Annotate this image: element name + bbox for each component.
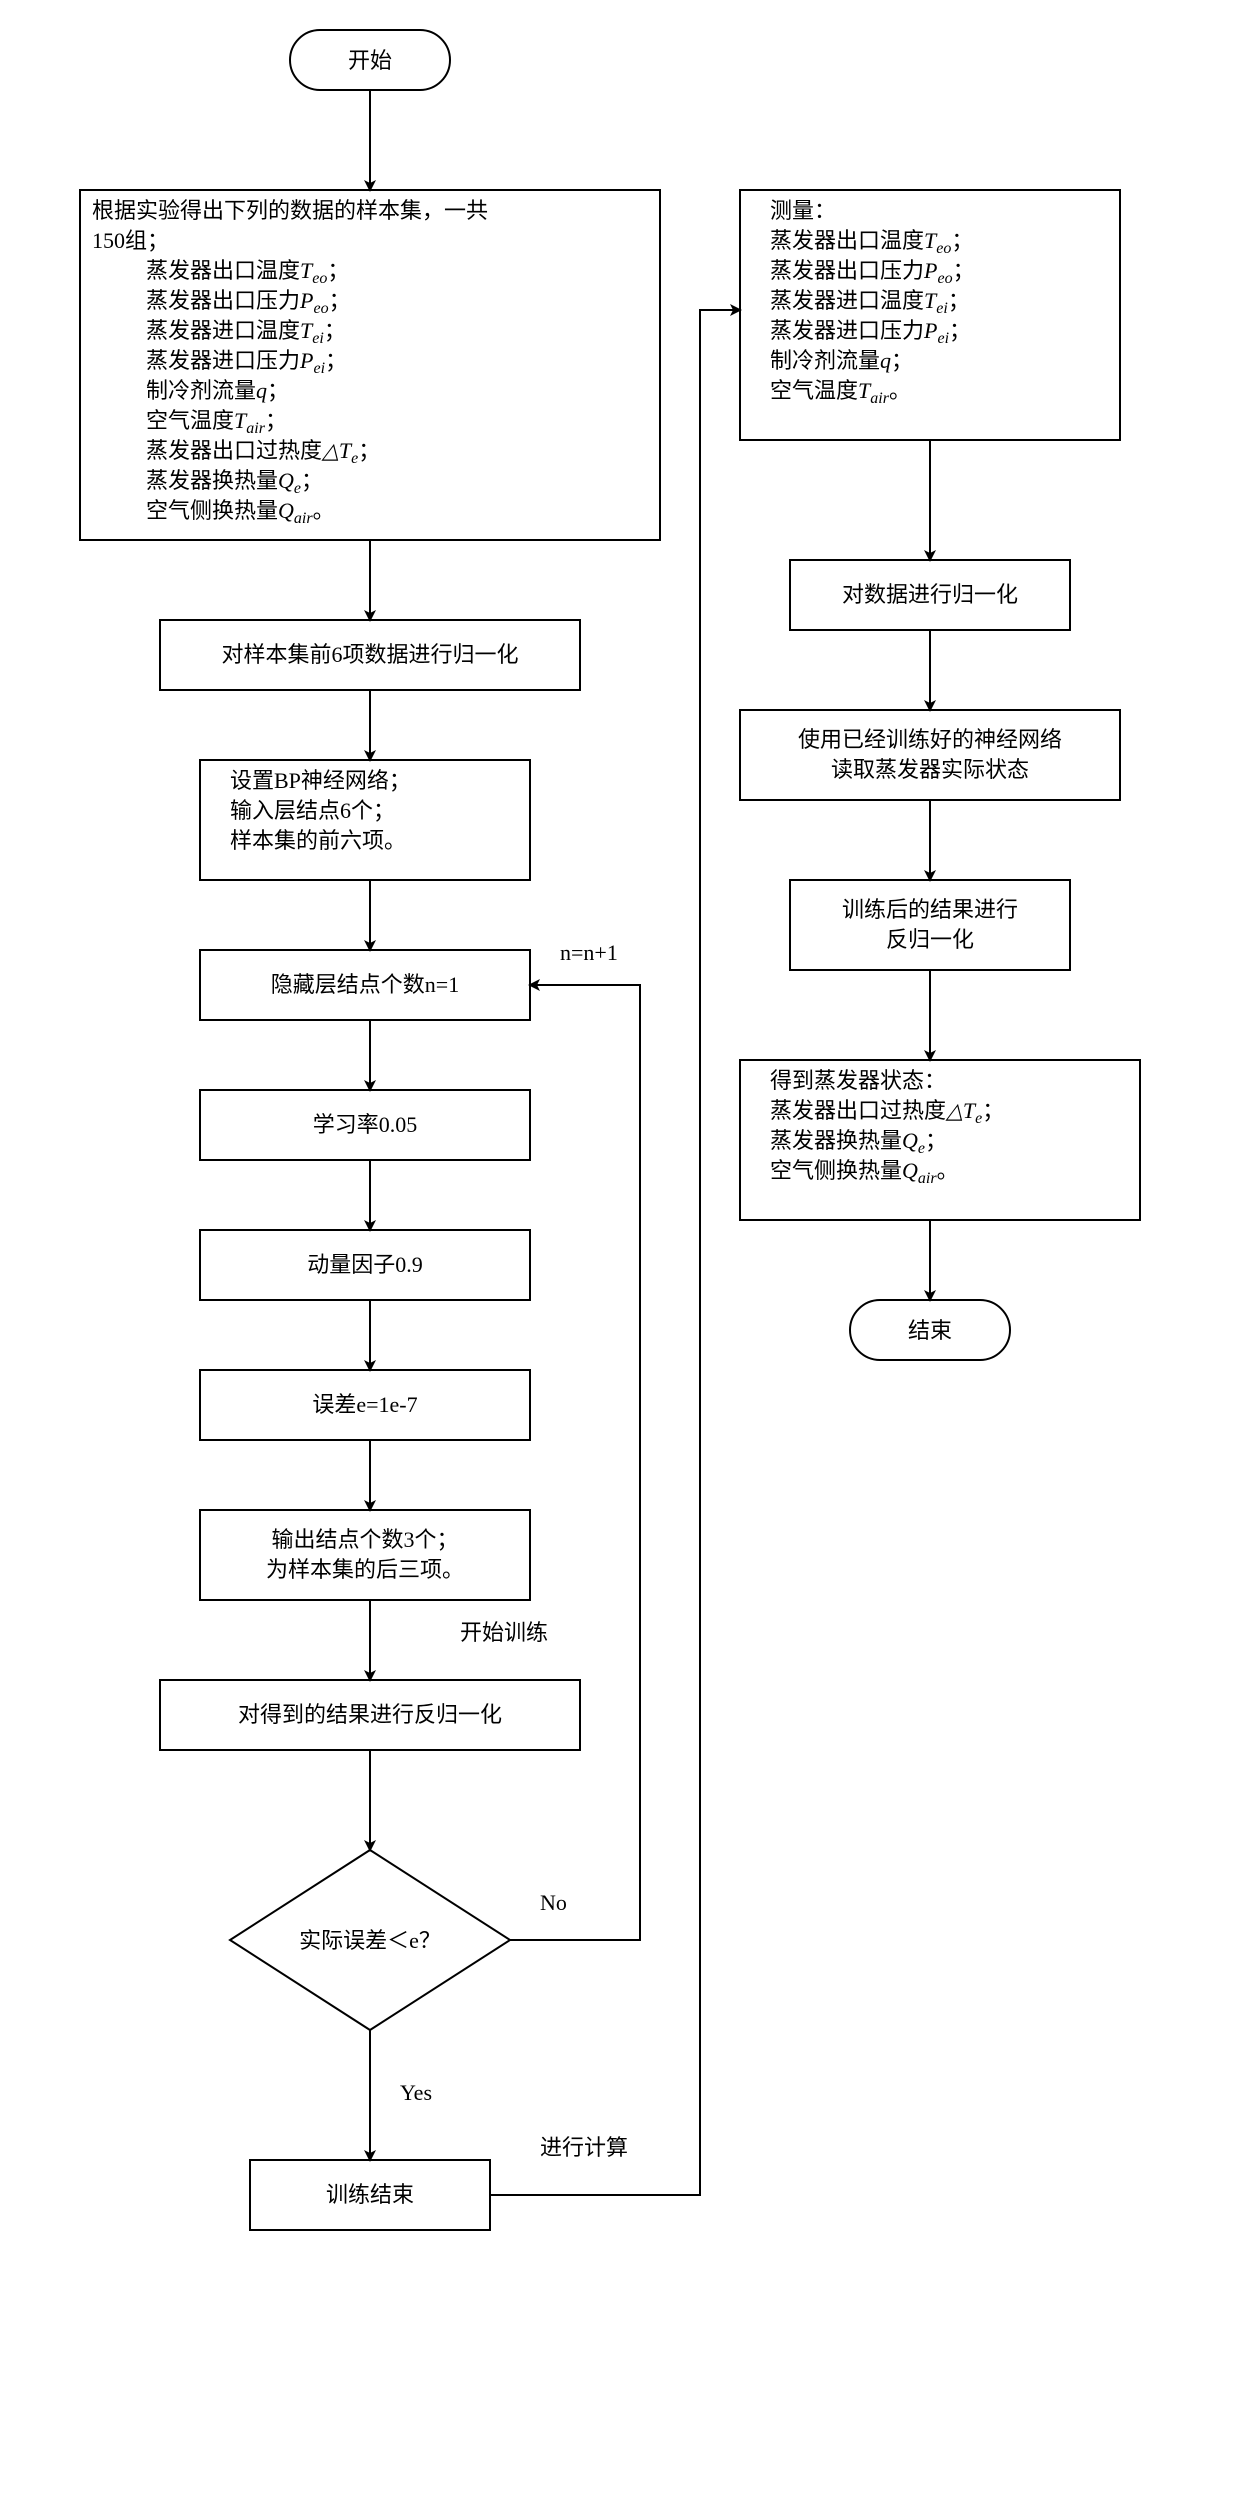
node-sample: 根据实验得出下列的数据的样本集，一共 150组； 蒸发器出口温度Teo；蒸发器出口压… <box>80 190 660 540</box>
svg-text:开始: 开始 <box>348 48 392 73</box>
svg-text:对样本集前6项数据进行归一化: 对样本集前6项数据进行归一化 <box>221 642 518 667</box>
svg-text:隐藏层结点个数n=1: 隐藏层结点个数n=1 <box>271 972 459 997</box>
node-bpset: 设置BP神经网络； 输入层结点6个； 样本集的前六项。 <box>200 760 530 880</box>
svg-text:动量因子0.9: 动量因子0.9 <box>307 1252 423 1277</box>
svg-text:空气温度Tair。: 空气温度Tair。 <box>770 378 911 407</box>
svg-text:读取蒸发器实际状态: 读取蒸发器实际状态 <box>831 757 1029 782</box>
node-mom: 动量因子0.9 <box>200 1230 530 1300</box>
svg-text:空气侧换热量Qair。: 空气侧换热量Qair。 <box>770 1158 959 1187</box>
svg-text:输出结点个数3个；: 输出结点个数3个； <box>271 1527 458 1552</box>
node-decision: 实际误差＜e？ <box>230 1850 510 2030</box>
svg-text:蒸发器出口温度Teo；: 蒸发器出口温度Teo； <box>146 258 349 287</box>
edge-decision-trainend: Yes <box>370 2030 432 2160</box>
node-denorm: 对得到的结果进行反归一化 <box>160 1680 580 1750</box>
svg-text:蒸发器出口过热度△Te；: 蒸发器出口过热度△Te； <box>770 1098 1004 1127</box>
svg-text:开始训练: 开始训练 <box>460 1620 548 1645</box>
flowchart-diagram: 开始训练 Yes No n=n+1 进行计算 开始根据实验得出下列的数据的样本集，一共 1… <box>0 0 1240 2504</box>
node-normR: 对数据进行归一化 <box>790 560 1070 630</box>
svg-text:误差e=1e-7: 误差e=1e-7 <box>312 1392 417 1417</box>
node-useNN: 使用已经训练好的神经网络读取蒸发器实际状态 <box>740 710 1120 800</box>
svg-text:蒸发器进口压力Pei；: 蒸发器进口压力Pei； <box>146 348 347 377</box>
svg-text:蒸发器出口温度Teo；: 蒸发器出口温度Teo； <box>770 228 973 257</box>
node-lr: 学习率0.05 <box>200 1090 530 1160</box>
edge-trainend-measure: 进行计算 <box>490 310 740 2195</box>
svg-text:样本集的前六项。: 样本集的前六项。 <box>230 828 406 853</box>
svg-text:测量：: 测量： <box>770 198 836 223</box>
svg-text:制冷剂流量q；: 制冷剂流量q； <box>770 348 913 373</box>
svg-text:训练后的结果进行: 训练后的结果进行 <box>842 897 1018 922</box>
node-denormR: 训练后的结果进行反归一化 <box>790 880 1070 970</box>
svg-text:训练结束: 训练结束 <box>326 2182 414 2207</box>
svg-text:反归一化: 反归一化 <box>886 927 974 952</box>
svg-text:蒸发器出口过热度△Te；: 蒸发器出口过热度△Te； <box>146 438 380 467</box>
node-start: 开始 <box>290 30 450 90</box>
svg-text:蒸发器换热量Qe；: 蒸发器换热量Qe； <box>770 1128 947 1157</box>
svg-text:为样本集的后三项。: 为样本集的后三项。 <box>266 1557 464 1582</box>
node-end: 结束 <box>850 1300 1010 1360</box>
svg-text:n=n+1: n=n+1 <box>560 940 618 965</box>
svg-text:Yes: Yes <box>400 2080 432 2105</box>
svg-text:根据实验得出下列的数据的样本集，一共: 根据实验得出下列的数据的样本集，一共 <box>92 198 488 223</box>
svg-text:结束: 结束 <box>908 1318 952 1343</box>
svg-text:蒸发器进口温度Tei；: 蒸发器进口温度Tei； <box>146 318 346 347</box>
node-err: 误差e=1e-7 <box>200 1370 530 1440</box>
svg-text:空气侧换热量Qair。: 空气侧换热量Qair。 <box>146 498 335 527</box>
node-out3: 输出结点个数3个； 为样本集的后三项。 <box>200 1510 530 1600</box>
svg-text:No: No <box>540 1890 567 1915</box>
svg-text:蒸发器进口温度Tei；: 蒸发器进口温度Tei； <box>770 288 970 317</box>
svg-text:输入层结点6个；: 输入层结点6个； <box>230 798 395 823</box>
svg-text:对数据进行归一化: 对数据进行归一化 <box>842 582 1018 607</box>
svg-text:制冷剂流量q；: 制冷剂流量q； <box>146 378 289 403</box>
node-measure: 测量： 蒸发器出口温度Teo；蒸发器出口压力Peo；蒸发器进口温度Tei；蒸发器进… <box>740 190 1120 440</box>
svg-text:对得到的结果进行反归一化: 对得到的结果进行反归一化 <box>238 1702 502 1727</box>
svg-text:进行计算: 进行计算 <box>540 2135 628 2160</box>
node-trainend: 训练结束 <box>250 2160 490 2230</box>
svg-text:蒸发器换热量Qe；: 蒸发器换热量Qe； <box>146 468 323 497</box>
svg-text:150组；: 150组； <box>92 228 169 253</box>
svg-text:实际误差＜e？: 实际误差＜e？ <box>299 1928 441 1953</box>
svg-text:空气温度Tair；: 空气温度Tair； <box>146 408 287 437</box>
svg-text:蒸发器进口压力Pei；: 蒸发器进口压力Pei； <box>770 318 971 347</box>
svg-text:设置BP神经网络；: 设置BP神经网络； <box>230 768 411 793</box>
node-norm6: 对样本集前6项数据进行归一化 <box>160 620 580 690</box>
svg-text:使用已经训练好的神经网络: 使用已经训练好的神经网络 <box>798 727 1062 752</box>
svg-text:蒸发器出口压力Peo；: 蒸发器出口压力Peo； <box>146 288 351 317</box>
svg-text:学习率0.05: 学习率0.05 <box>313 1112 418 1137</box>
node-hidden: 隐藏层结点个数n=1 <box>200 950 530 1020</box>
edge-out3-denorm: 开始训练 <box>370 1600 548 1680</box>
node-result: 得到蒸发器状态： 蒸发器出口过热度△Te；蒸发器换热量Qe；空气侧换热量Qair。 <box>740 1060 1140 1220</box>
svg-text:得到蒸发器状态：: 得到蒸发器状态： <box>770 1068 946 1093</box>
svg-text:蒸发器出口压力Peo；: 蒸发器出口压力Peo； <box>770 258 975 287</box>
